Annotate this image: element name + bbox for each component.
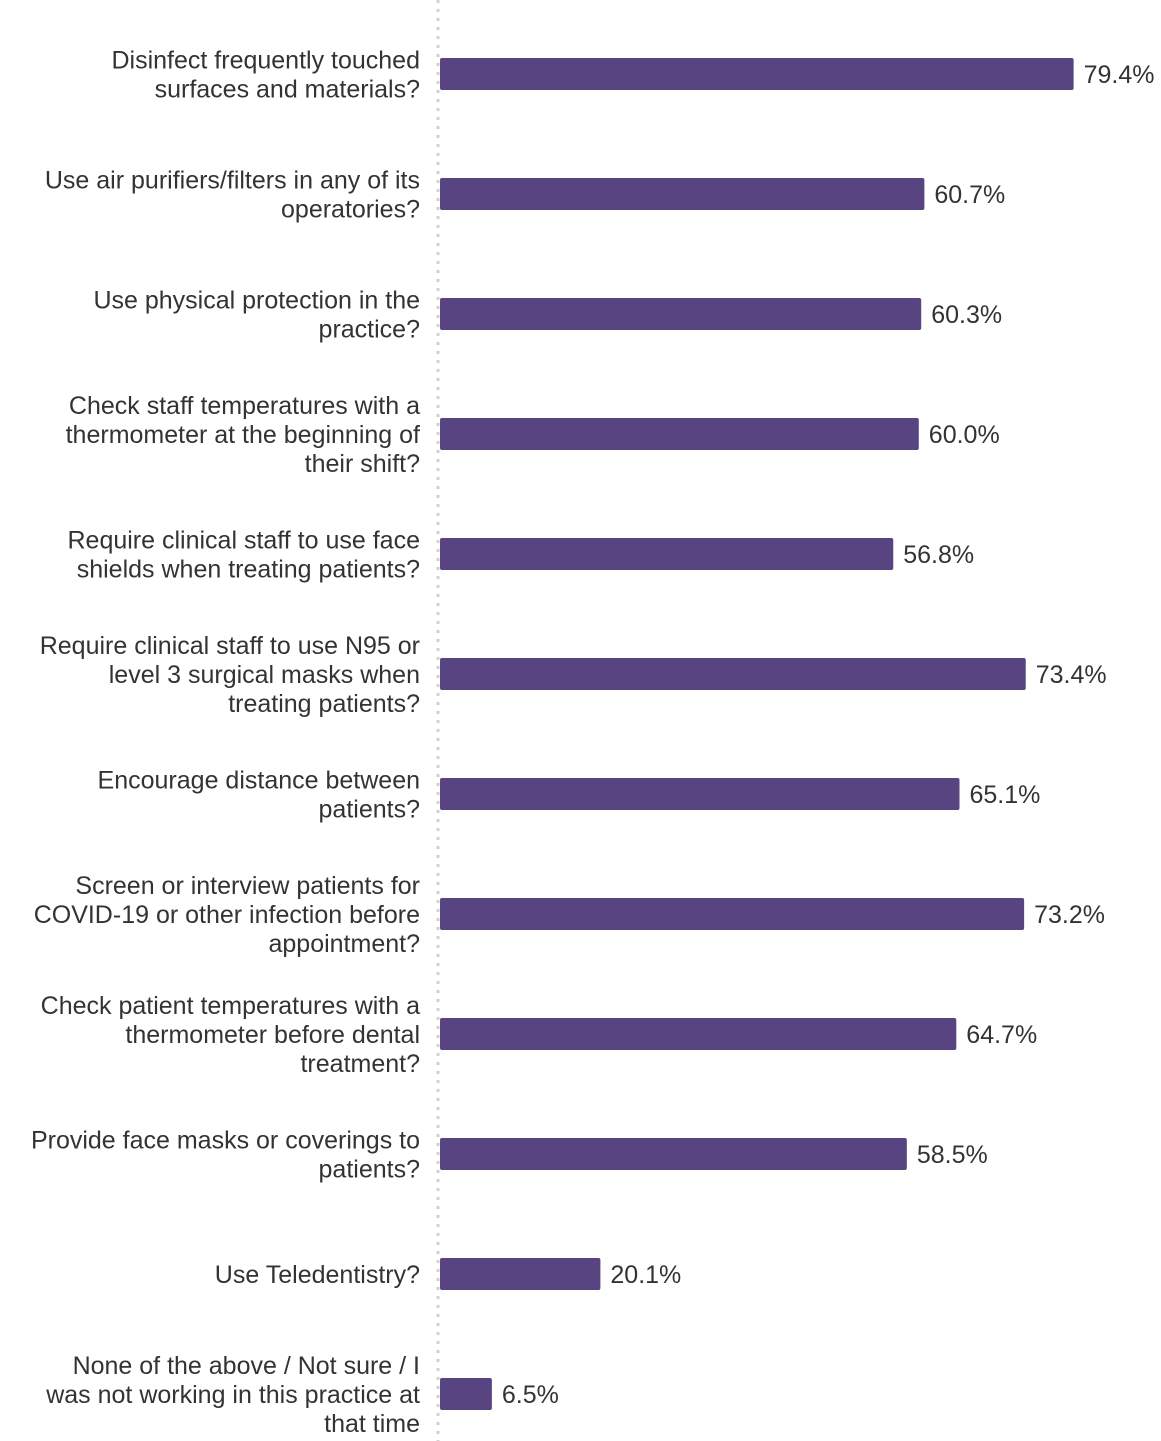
category-label-line: Encourage distance between	[98, 767, 420, 795]
bars-group	[440, 58, 1074, 1410]
bar	[440, 418, 919, 450]
data-label: 20.1%	[610, 1261, 681, 1289]
category-label: Disinfect frequently touched surfaces and…	[111, 47, 420, 104]
value-labels-group: 79.4% 60.7% 60.3% 60.0% 56.8% 73.4% 65.1% 73.2%…	[502, 61, 1155, 1409]
category-label-line: patients?	[319, 1156, 420, 1184]
category-label-line: their shift?	[305, 450, 420, 478]
category-label-line: Check patient temperatures with a	[41, 992, 420, 1020]
category-label-line: appointment?	[268, 930, 420, 958]
data-label: 58.5%	[917, 1141, 988, 1169]
category-label-line: Use physical protection in the	[93, 287, 420, 315]
category-label-line: COVID-19 or other infection before	[34, 901, 420, 929]
category-label-line: patients?	[319, 796, 420, 824]
category-label: Encourage distance between patients?	[98, 767, 420, 824]
data-label: 60.0%	[929, 421, 1000, 449]
category-label-line: treatment?	[300, 1050, 420, 1078]
category-label-line: was not working in this practice at	[45, 1381, 420, 1409]
data-label: 79.4%	[1084, 61, 1155, 89]
bar	[440, 178, 925, 210]
data-label: 64.7%	[966, 1021, 1037, 1049]
category-labels-group: Disinfect frequently touched surfaces and…	[31, 47, 420, 1439]
bar	[440, 898, 1025, 930]
category-label-line: thermometer at the beginning of	[66, 421, 420, 449]
category-label-line: Use Teledentistry?	[215, 1261, 420, 1289]
bar	[440, 538, 894, 570]
category-label-line: level 3 surgical masks when	[109, 661, 420, 689]
category-label-line: that time	[324, 1410, 420, 1438]
bar	[440, 658, 1026, 690]
data-label: 6.5%	[502, 1381, 559, 1409]
category-label-line: operatories?	[281, 196, 420, 224]
bar	[440, 1138, 907, 1170]
bar	[440, 1258, 601, 1290]
category-label-line: Use air purifiers/filters in any of its	[45, 167, 420, 195]
data-label: 60.3%	[931, 301, 1002, 329]
category-label-line: shields when treating patients?	[77, 556, 420, 584]
category-label-line: Provide face masks or coverings to	[31, 1127, 420, 1155]
category-label: Require clinical staff to use N95 or leve…	[40, 632, 420, 718]
category-label: Use air purifiers/filters in any of its o…	[45, 167, 420, 224]
category-label-line: practice?	[319, 316, 420, 344]
bar	[440, 58, 1074, 90]
data-label: 73.4%	[1036, 661, 1107, 689]
category-label: Use Teledentistry?	[215, 1261, 420, 1289]
category-label: Require clinical staff to use face shield…	[67, 527, 420, 584]
category-label-line: Require clinical staff to use N95 or	[40, 632, 420, 660]
category-label-line: Require clinical staff to use face	[67, 527, 420, 555]
category-label: Use physical protection in the practice?	[93, 287, 420, 344]
data-label: 73.2%	[1034, 901, 1105, 929]
data-label: 60.7%	[934, 181, 1005, 209]
data-label: 56.8%	[903, 541, 974, 569]
category-label: Screen or interview patients for COVID-19…	[34, 872, 420, 958]
data-label: 65.1%	[969, 781, 1040, 809]
category-label-line: Disinfect frequently touched	[111, 47, 420, 75]
category-label: Provide face masks or coverings to patien…	[31, 1127, 420, 1184]
bar	[440, 1378, 492, 1410]
category-label-line: Screen or interview patients for	[75, 872, 420, 900]
category-label: Check patient temperatures with a thermom…	[41, 992, 420, 1078]
category-label: Check staff temperatures with a thermomet…	[66, 392, 420, 478]
category-label-line: surfaces and materials?	[155, 76, 420, 104]
category-label-line: Check staff temperatures with a	[69, 392, 420, 420]
category-label-line: thermometer before dental	[125, 1021, 420, 1049]
category-label-line: None of the above / Not sure / I	[73, 1352, 420, 1380]
category-label-line: treating patients?	[228, 690, 420, 718]
bar	[440, 778, 960, 810]
bar	[440, 1018, 957, 1050]
bar	[440, 298, 922, 330]
